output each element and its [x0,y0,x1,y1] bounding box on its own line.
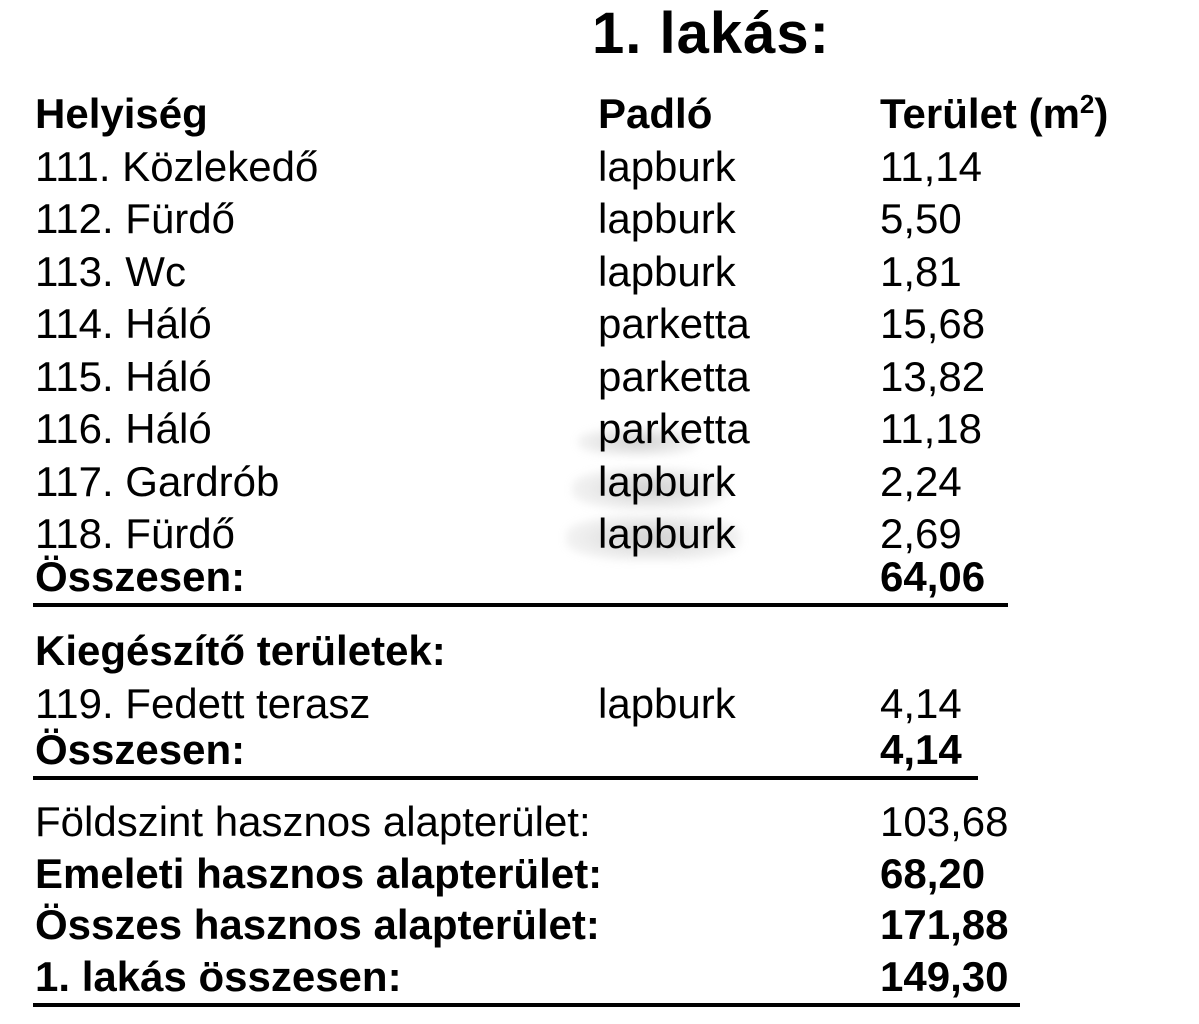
table-row: 113. Wc lapburk 1,81 [35,246,1189,299]
area-cell: 5,50 [880,195,962,242]
area-cell: 4,14 [880,680,962,727]
floor-cell: lapburk [598,142,736,190]
summary-label: Emeleti hasznos alapterület: [35,849,603,897]
header-room: Helyiség [35,90,208,137]
additional-areas-heading: Kiegészítő területek: [35,627,446,674]
floor-cell: lapburk [598,680,736,727]
room-cell: 115. Háló [35,352,212,400]
divider [33,776,978,780]
summary-label: Összes hasznos alapterület: [35,901,600,948]
table-row: 116. Háló parketta 11,18 [35,403,1189,456]
table-row: 119. Fedett terasz lapburk 4,14 [35,678,1189,731]
area-cell: 2,69 [880,510,962,557]
room-cell: 116. Háló [35,405,212,452]
table-row: 117. Gardrób lapburk 2,24 [35,456,1189,509]
floor-cell: lapburk [598,195,736,242]
floor-cell: parketta [598,352,750,400]
total-label: Összesen: [35,726,246,773]
summary-row: Emeleti hasznos alapterület: 68,20 [35,848,1189,900]
area-cell: 1,81 [880,247,962,295]
rooms-table: Helyiség Padló Terület (m2) 111. Közleke… [35,88,1189,561]
floor-cell: parketta [598,300,750,347]
total-value: 4,14 [880,726,962,773]
table-row: 115. Háló parketta 13,82 [35,351,1189,404]
table-row: 111. Közlekedő lapburk 11,14 [35,141,1189,194]
summary-label: 1. lakás összesen: [35,952,402,1000]
floor-cell: lapburk [598,457,736,505]
ground-floor-total-row: Összesen: 64,06 [35,551,1189,604]
room-cell: 112. Fürdő [35,195,236,242]
summary-value: 68,20 [880,849,986,897]
summary-value: 103,68 [880,798,1009,845]
room-cell: 114. Háló [35,300,212,347]
floor-cell: lapburk [598,510,736,557]
room-cell: 111. Közlekedő [35,142,319,190]
divider [33,1003,1020,1007]
room-cell: 113. Wc [35,247,186,295]
summary-block: Földszint hasznos alapterület: 103,68 Em… [35,796,1189,1002]
area-cell: 15,68 [880,300,986,347]
floor-cell: parketta [598,405,750,452]
area-cell: 11,18 [880,405,982,452]
area-cell: 11,14 [880,142,982,190]
summary-row: 1. lakás összesen: 149,30 [35,951,1189,1003]
summary-value: 149,30 [880,952,1009,1000]
table-row: 114. Háló parketta 15,68 [35,298,1189,351]
summary-row: Földszint hasznos alapterület: 103,68 [35,796,1189,848]
summary-row: Összes hasznos alapterület: 171,88 [35,899,1189,951]
total-label: Összesen: [35,553,246,600]
header-area-superscript: 2 [1079,89,1095,119]
header-floor: Padló [598,90,713,137]
floor-cell: lapburk [598,247,736,295]
additional-areas-total-row: Összesen: 4,14 [35,724,1189,777]
area-cell: 2,24 [880,457,962,505]
area-cell: 13,82 [880,352,986,400]
summary-value: 171,88 [880,901,1009,948]
divider [33,603,1008,607]
table-row: 118. Fürdő lapburk 2,69 [35,508,1189,561]
room-cell: 117. Gardrób [35,457,280,505]
page-title: 1. lakás: [592,1,830,66]
table-row: 112. Fürdő lapburk 5,50 [35,193,1189,246]
table-header-row: Helyiség Padló Terület (m2) [35,88,1189,141]
header-area: Terület (m2) [880,89,1109,137]
total-value: 64,06 [880,553,986,600]
room-cell: 119. Fedett terasz [35,680,371,727]
room-cell: 118. Fürdő [35,510,236,557]
summary-label: Földszint hasznos alapterület: [35,798,591,845]
